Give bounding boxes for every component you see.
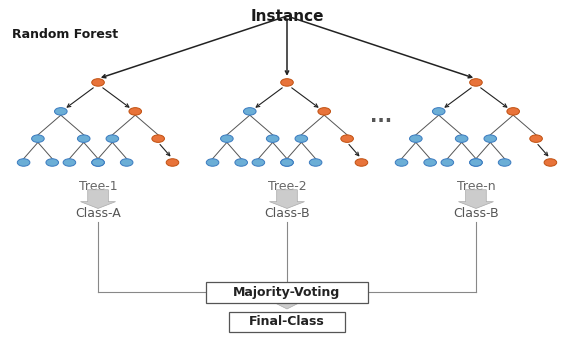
Text: Tree-2: Tree-2	[267, 180, 307, 193]
Circle shape	[77, 135, 90, 142]
Text: Class-B: Class-B	[264, 207, 310, 220]
Circle shape	[281, 79, 293, 86]
Circle shape	[92, 79, 104, 86]
Circle shape	[220, 135, 233, 142]
Circle shape	[281, 159, 293, 166]
Circle shape	[498, 159, 511, 166]
Text: Random Forest: Random Forest	[12, 28, 118, 41]
Circle shape	[252, 159, 265, 166]
Text: Instance: Instance	[250, 9, 324, 24]
FancyBboxPatch shape	[205, 282, 369, 303]
Polygon shape	[273, 302, 301, 309]
FancyBboxPatch shape	[228, 312, 346, 332]
Polygon shape	[269, 190, 305, 209]
Circle shape	[295, 135, 308, 142]
Circle shape	[32, 135, 44, 142]
Circle shape	[129, 108, 142, 115]
Text: Class-B: Class-B	[453, 207, 499, 220]
Circle shape	[424, 159, 436, 166]
Circle shape	[309, 159, 322, 166]
Circle shape	[92, 159, 104, 166]
Circle shape	[55, 108, 67, 115]
Circle shape	[544, 159, 557, 166]
Circle shape	[235, 159, 247, 166]
Circle shape	[106, 135, 119, 142]
Circle shape	[395, 159, 408, 166]
Circle shape	[166, 159, 179, 166]
Circle shape	[266, 135, 279, 142]
Circle shape	[243, 108, 256, 115]
Circle shape	[432, 108, 445, 115]
Polygon shape	[80, 190, 115, 209]
Circle shape	[92, 159, 104, 166]
Circle shape	[441, 159, 453, 166]
Circle shape	[46, 159, 59, 166]
Text: Majority-Voting: Majority-Voting	[234, 286, 340, 299]
Circle shape	[206, 159, 219, 166]
Circle shape	[455, 135, 468, 142]
Circle shape	[470, 79, 482, 86]
Circle shape	[318, 108, 331, 115]
Circle shape	[409, 135, 422, 142]
Circle shape	[17, 159, 30, 166]
Circle shape	[152, 135, 165, 142]
Circle shape	[341, 135, 354, 142]
Circle shape	[281, 159, 293, 166]
Text: Tree-1: Tree-1	[79, 180, 117, 193]
Circle shape	[63, 159, 76, 166]
Text: Class-A: Class-A	[75, 207, 121, 220]
Text: ...: ...	[370, 107, 393, 126]
Circle shape	[507, 108, 519, 115]
Circle shape	[470, 159, 482, 166]
Circle shape	[355, 159, 368, 166]
Circle shape	[121, 159, 133, 166]
Text: Tree-n: Tree-n	[457, 180, 495, 193]
Circle shape	[530, 135, 542, 142]
Circle shape	[484, 135, 497, 142]
Text: Final-Class: Final-Class	[249, 315, 325, 328]
Circle shape	[470, 159, 482, 166]
Polygon shape	[459, 190, 494, 209]
